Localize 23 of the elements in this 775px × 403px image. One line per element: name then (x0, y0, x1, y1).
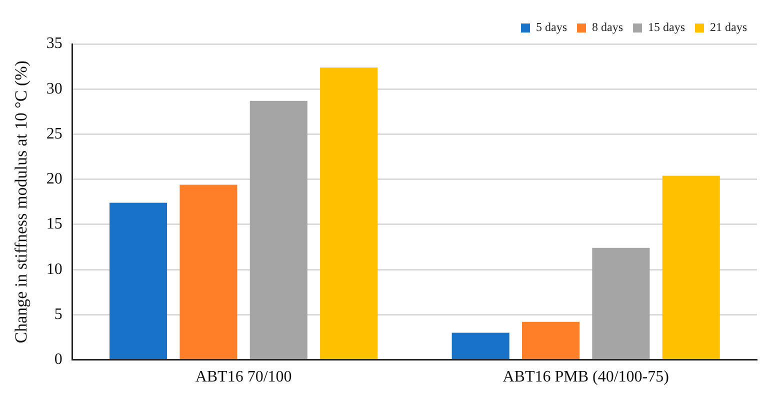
bar (592, 248, 650, 360)
y-tick-label: 5 (54, 306, 62, 323)
y-tick-label: 30 (46, 80, 62, 98)
y-axis-title: Change in stiffness modulus at 10 °C (%) (12, 60, 31, 344)
legend-label: 8 days (592, 20, 624, 34)
bar (180, 184, 238, 360)
y-tick-label: 35 (46, 35, 62, 52)
y-tick-label: 0 (54, 351, 62, 368)
legend-label: 21 days (710, 20, 748, 34)
y-tick-label: 10 (46, 260, 62, 278)
legend-label: 15 days (648, 20, 686, 34)
x-tick-label: ABT16 70/100 (195, 368, 292, 386)
bar (110, 202, 168, 360)
bar (320, 67, 378, 360)
bar (522, 322, 580, 360)
bar (662, 176, 720, 360)
legend-label: 5 days (536, 20, 568, 34)
x-tick-label: ABT16 PMB (40/100-75) (502, 368, 669, 386)
y-tick-label: 15 (46, 216, 62, 233)
y-tick-label: 20 (46, 170, 62, 188)
bar (250, 100, 308, 360)
bar (452, 332, 510, 360)
y-tick-label: 25 (46, 125, 62, 142)
